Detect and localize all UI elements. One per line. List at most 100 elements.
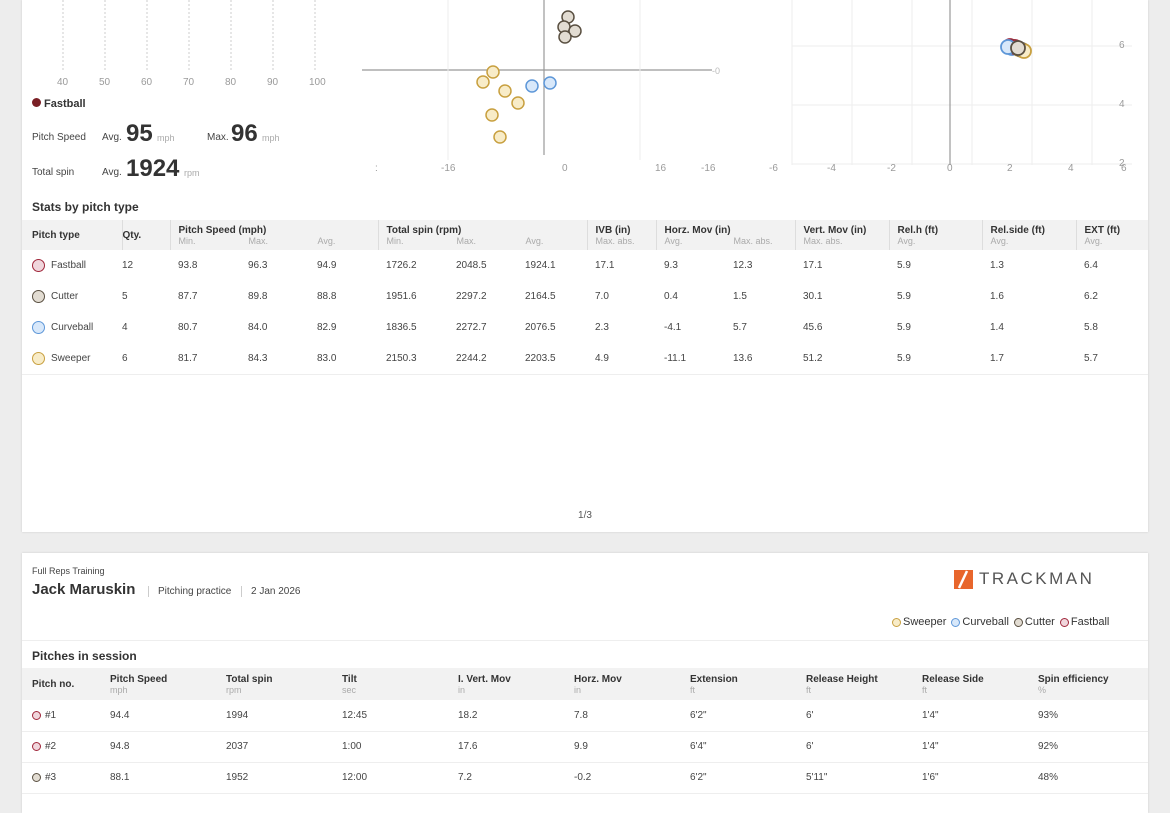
speed-tick-label: 60: [141, 77, 153, 88]
speed-tick-label: 90: [267, 77, 279, 88]
speed-axis-ticks: 40 50 60 70 80 90 100: [52, 77, 342, 91]
pitch-cell-spin: 1994: [226, 709, 249, 721]
pitch-cell-rh: 5'11": [806, 772, 828, 783]
trackman-logo-icon: [954, 569, 973, 589]
stats-cell-type: Sweeper: [22, 343, 122, 374]
fastball-legend-dot: [32, 98, 41, 107]
stats-type-name: Sweeper: [51, 352, 91, 364]
legend-label: Curveball: [962, 616, 1009, 628]
horz-avg: 9.3: [664, 260, 678, 271]
stats-cell-speed: 81.7 84.3 83.0: [170, 343, 378, 374]
pitch-cell-no: #3: [22, 762, 100, 793]
trackman-logo-text: TRACKMAN: [979, 569, 1095, 588]
speed-avg: 82.9: [317, 322, 337, 333]
col-horz-mov: Horz. Mov (in) Avg. Max. abs.: [656, 220, 796, 250]
report-page-2: Full Reps Training Jack Maruskin Pitchin…: [22, 553, 1148, 813]
release-x-tick: -6: [769, 163, 778, 174]
pitch-cell-tilt: 12:00: [342, 772, 368, 783]
pitches-col-unit: ft: [806, 684, 812, 695]
stats-cell-speed: 93.8 96.3 94.9: [170, 250, 378, 281]
pitch-cell-ivb: 7.2: [458, 772, 472, 783]
speed-axis-chart: [62, 0, 316, 72]
cutter-movement-point: [568, 24, 582, 38]
col-qty: Qty.: [122, 220, 171, 250]
col-rel-side-label: Rel.side (ft): [990, 224, 1045, 236]
sweeper-movement-point: [476, 75, 490, 89]
stats-type-name: Fastball: [51, 260, 87, 272]
cutter-dot-icon: [32, 290, 45, 303]
pitches-col-unit: ft: [690, 684, 696, 695]
movement-left-mark: :: [375, 163, 378, 174]
pitches-col-unit: mph: [110, 684, 128, 695]
stats-cell-vert: 30.1: [803, 291, 823, 302]
horz-avg: -4.1: [664, 322, 682, 333]
pitch-cell-ext: 6'4": [690, 741, 707, 752]
col-ext: EXT (ft) Avg.: [1076, 220, 1148, 250]
pitches-col-unit: ft: [922, 684, 928, 695]
sub-max: Max.: [248, 235, 269, 246]
speed-avg: 88.8: [317, 291, 337, 302]
stats-cell-relside: 1.4: [990, 322, 1004, 333]
stats-cell-speed: 87.7 89.8 88.8: [170, 281, 378, 312]
pitches-col-1: Pitch Speed mph: [100, 668, 216, 700]
speed-min: 93.8: [178, 260, 198, 271]
pitches-col-label: Total spin: [226, 673, 273, 685]
stats-row-cutter: Cutter 5 87.7 89.8 88.8 1951.6 2297.2 2164.5…: [22, 281, 1148, 312]
stats-cell-ivb: 2.3: [595, 322, 609, 333]
pitches-col-label: Horz. Mov: [574, 673, 622, 685]
pitch-cell-eff: 48%: [1038, 772, 1059, 783]
legend-item-curveball: Curveball: [951, 616, 1009, 628]
pitches-col-label: I. Vert. Mov: [458, 673, 511, 685]
stats-cell-qty: 4: [122, 322, 128, 333]
sub-avg: Avg.: [525, 235, 544, 246]
pitches-table: Pitch no. Pitch Speed mph Total spin rpm Tilt…: [22, 668, 1148, 794]
pitch-row: #1 94.4 1994 12:45 18.2 7.8 6'2" 6' 1'4" 93%: [22, 700, 1148, 731]
spin-min: 1836.5: [386, 322, 417, 333]
sub-avg: Avg.: [664, 235, 683, 246]
pitches-col-4: I. Vert. Mov in: [448, 668, 564, 700]
header-divider: [241, 586, 242, 597]
sweeper-movement-point: [511, 96, 525, 110]
header-divider: [148, 586, 149, 597]
spin-min: 1951.6: [386, 291, 417, 302]
pitch-cell-horz: -0.2: [574, 772, 592, 783]
spin-max: 2244.2: [456, 352, 487, 364]
legend-item-cutter: Cutter: [1013, 616, 1055, 628]
stats-row-curveball: Curveball 4 80.7 84.0 82.9 1836.5 2272.7 207…: [22, 312, 1148, 343]
pitch-cell-rs: 1'4": [922, 709, 939, 721]
horz-max: 13.6: [733, 352, 753, 364]
stats-cell-qty: 12: [122, 260, 134, 271]
summary-legend-label: Fastball: [44, 98, 86, 110]
pitches-col-5: Horz. Mov in: [564, 668, 680, 700]
pitches-col-label: Release Side: [922, 673, 984, 685]
speed-avg: 94.9: [317, 260, 337, 271]
stats-cell-relh: 5.9: [897, 322, 911, 333]
pitches-col-label: Pitch Speed: [110, 673, 168, 685]
pitches-col-label: Spin efficiency: [1038, 673, 1109, 685]
release-x-tick: 2: [1007, 163, 1013, 174]
stats-cell-ivb: 4.9: [595, 352, 609, 364]
pitches-col-unit: in: [574, 684, 582, 695]
col-ext-label: EXT (ft): [1084, 224, 1121, 236]
pitches-col-unit: rpm: [226, 684, 242, 695]
curveball-legend-icon: [951, 617, 961, 627]
pitch-cell-rs: 1'4": [922, 741, 939, 752]
movement-chart: [362, 0, 712, 160]
speed-max-label: Max.: [207, 132, 229, 143]
spin-min: 2150.3: [386, 352, 417, 364]
pitches-col-7: Release Height ft: [796, 668, 912, 700]
pitches-col-0: Pitch no.: [22, 668, 100, 700]
pitch-cell-rh: 6': [806, 741, 814, 752]
sweeper-dot-icon: [32, 351, 45, 365]
pitch-cell-spin: 1952: [226, 772, 249, 783]
speed-max: 96.3: [248, 260, 268, 271]
sweeper-legend-icon: [892, 617, 901, 627]
legend-item-sweeper: Sweeper: [892, 616, 946, 628]
fastball-dot-icon: [32, 259, 45, 272]
pitch-cell-ext: 6'2": [690, 772, 707, 783]
pitches-col-label: Release Height: [806, 673, 878, 685]
legend-label: Fastball: [1070, 616, 1110, 628]
movement-zero-label: -0: [712, 66, 721, 76]
sub-max: Max.: [456, 235, 477, 246]
speed-min: 80.7: [178, 322, 198, 333]
